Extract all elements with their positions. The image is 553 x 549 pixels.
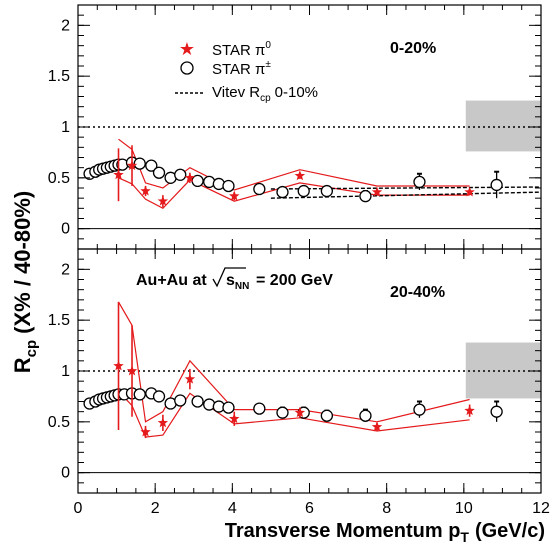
pich-point	[222, 401, 235, 414]
pich-point	[359, 409, 372, 422]
x-axis-title-tail: (GeV/c)	[475, 520, 545, 542]
pi0-band-upper	[117, 301, 470, 423]
pi0-point	[229, 190, 240, 201]
pich-point	[253, 402, 266, 415]
pich-point	[320, 184, 334, 198]
vitev-curve-lower	[270, 191, 541, 199]
y-tick-label: 0.5	[48, 414, 70, 431]
annotation-suffix: = 200 GeV	[256, 272, 333, 289]
x-tick-label: 6	[305, 500, 314, 517]
pich-point	[359, 189, 372, 203]
legend-vitev-text: Vitev R	[212, 84, 260, 101]
panel-label-top: 0-20%	[390, 40, 436, 57]
legend-star-marker: ★	[179, 39, 195, 59]
pi0-point	[371, 421, 383, 432]
legend-vitev-tail: 0-10%	[275, 84, 318, 101]
pi0-point	[371, 186, 383, 197]
legend-circle-marker	[180, 61, 194, 75]
pich-point	[145, 159, 158, 172]
y-tick-label: 1	[61, 363, 70, 380]
x-tick-label: 0	[74, 500, 83, 517]
y-tick-label: 1.5	[48, 312, 70, 329]
y-tick-label: 2	[61, 17, 70, 34]
y-axis-title: Rcp (X% / 40-80%)	[10, 191, 40, 373]
y-tick-label: 0.5	[48, 170, 70, 187]
pi0-point	[113, 360, 124, 371]
pi0-point	[140, 185, 151, 196]
pich-point	[490, 405, 503, 418]
legend-vitev-sub: cp	[260, 93, 271, 104]
sqrt-sign	[212, 267, 246, 288]
pi0-point	[184, 172, 196, 183]
pi0-point	[157, 195, 169, 206]
x-axis-title-sub: T	[460, 529, 469, 545]
annotation-s: s	[226, 272, 235, 289]
panel-label-bottom: 20-40%	[390, 284, 445, 301]
pi0-point	[126, 160, 138, 171]
y-tick-label: 0	[61, 465, 70, 482]
pich-point	[413, 175, 426, 189]
x-tick-label: 12	[532, 500, 550, 517]
pi0-point	[126, 365, 138, 376]
pi0-point	[157, 417, 169, 428]
x-tick-label: 8	[382, 500, 391, 517]
pi0-point	[294, 407, 306, 418]
pi0-point	[464, 405, 475, 416]
panel-bottom: 0 0.5 1 1.5 2	[48, 248, 542, 494]
pi0-point	[184, 373, 196, 384]
x-tick-label: 10	[455, 500, 473, 517]
y-tick-label: 1.5	[48, 68, 70, 85]
legend-star-text: STAR π	[212, 42, 265, 59]
pich-point	[413, 403, 426, 416]
pi0-point	[140, 426, 151, 437]
y-axis-title-main: R	[10, 357, 35, 373]
pich-point	[152, 166, 166, 179]
pich-point	[253, 182, 266, 196]
legend-circle-text: STAR π	[212, 61, 265, 78]
axes-frame: 0 2 4 6 8 10 12	[74, 500, 550, 517]
legend-circle-label: STAR π±	[212, 59, 271, 78]
pich-point	[133, 388, 146, 401]
pi0-point	[113, 169, 124, 180]
panel-plot-area	[78, 301, 541, 474]
pich-point	[133, 157, 146, 170]
pich-point	[297, 184, 310, 198]
pich-point	[174, 394, 187, 407]
normalization-band	[465, 100, 541, 152]
legend: ★ STAR π0 STAR π± Vitev Rcp 0-10%	[175, 39, 318, 104]
legend-vitev-label: Vitev Rcp 0-10%	[212, 84, 318, 104]
pich-point	[276, 185, 289, 199]
x-axis-title-main: Transverse Momentum p	[225, 520, 461, 542]
legend-circle-sup: ±	[265, 59, 271, 70]
y-axis-title-tail: (X% / 40-80%)	[10, 191, 35, 334]
annotation-nn: NN	[235, 281, 249, 292]
pich-point	[490, 178, 503, 192]
pi0-point	[464, 186, 475, 197]
pich-point	[320, 409, 334, 422]
pi0-point	[294, 170, 306, 181]
legend-star-label: STAR π0	[212, 40, 271, 59]
collision-annotation: Au+Au at sNN = 200 GeV	[136, 267, 333, 292]
y-tick-label: 1	[61, 119, 70, 136]
y-tick-label: 0	[61, 221, 70, 238]
pich-point	[191, 395, 204, 408]
annotation-sqrt-s: sNN	[226, 272, 249, 292]
pich-point	[222, 179, 235, 193]
pi0-band-lower	[118, 390, 470, 438]
pich-point	[152, 390, 166, 403]
pi0-point	[229, 413, 240, 424]
x-tick-label: 2	[151, 500, 160, 517]
x-tick-label: 4	[228, 500, 237, 517]
x-axis-title: Transverse Momentum pT (GeV/c)	[225, 520, 545, 545]
pich-point	[276, 406, 289, 419]
y-axis-title-sub: cp	[23, 340, 40, 358]
legend-star-sup: 0	[265, 40, 271, 51]
panel-top: 0 0.5 1 1.5 2	[48, 4, 542, 250]
y-tick-label: 2	[61, 261, 70, 278]
pich-point	[174, 168, 187, 181]
panel-plot-area	[78, 100, 541, 230]
annotation-prefix: Au+Au at	[136, 272, 207, 289]
